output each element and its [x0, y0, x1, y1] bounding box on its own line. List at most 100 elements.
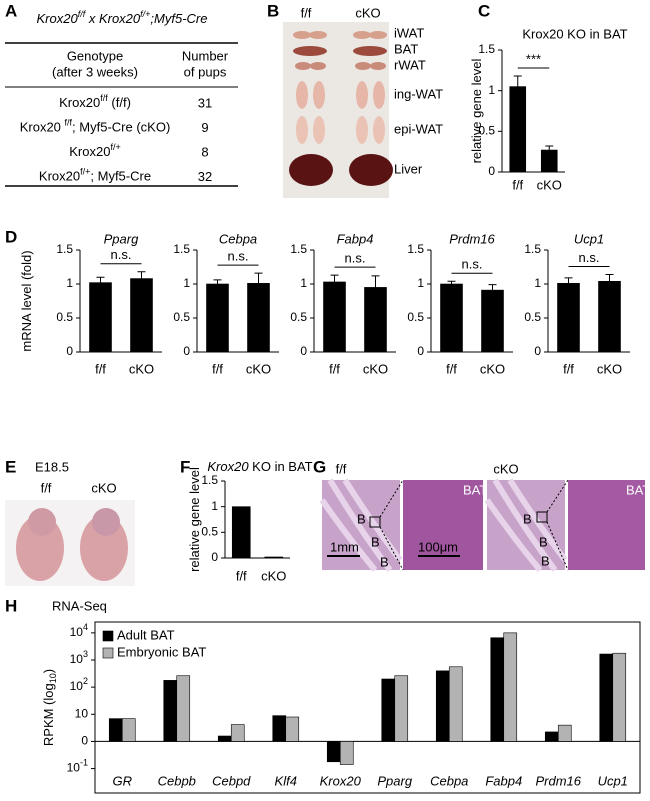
tissue — [353, 46, 387, 56]
bar — [339, 741, 354, 765]
x-tick-label: f/f — [563, 361, 574, 376]
text-part: KO in BAT — [249, 459, 313, 474]
embryo-head — [92, 508, 120, 536]
table-genotype: Krox20f/f (f/f) — [59, 93, 131, 110]
text-part: ;Myf5-Cre — [150, 11, 207, 26]
section-label: RNA-Seq — [52, 598, 107, 613]
error-bar — [513, 75, 522, 87]
panel-letter: E — [5, 457, 16, 476]
bar — [323, 281, 346, 353]
tissue-label: Liver — [394, 161, 423, 176]
text-part: mRNA level (fold) — [19, 250, 34, 351]
table-genotype: Krox20 f/f; Myf5-Cre (cKO) — [20, 118, 171, 135]
y-tick-label: 0.5 — [290, 310, 307, 324]
column-label: cKO — [91, 480, 116, 495]
table-count: 8 — [201, 144, 208, 159]
y-tick-label: 10 — [75, 706, 89, 720]
text-part: 3 — [83, 649, 88, 659]
y-tick-label: 0.5 — [201, 525, 218, 539]
y-tick-label: 0 — [183, 344, 190, 358]
y-tick-label: 1.5 — [407, 242, 424, 256]
tissue — [373, 81, 385, 109]
table-count: 32 — [198, 169, 212, 184]
tissue — [289, 154, 333, 186]
table-header: Number — [182, 48, 229, 63]
tissue — [353, 31, 371, 39]
x-tick-label: Cebpb — [158, 773, 196, 788]
tissue-texture — [319, 478, 403, 572]
x-tick-label: f/f — [329, 361, 340, 376]
tissue — [349, 154, 393, 186]
error-bar — [564, 277, 573, 284]
text-part: Krox20 — [39, 169, 80, 184]
tissue — [293, 31, 311, 39]
bar — [381, 678, 396, 742]
chart-title: Prdm16 — [449, 231, 495, 246]
text-part: 10 — [75, 706, 89, 720]
tissue — [373, 116, 385, 144]
y-tick-label: 0.5 — [407, 310, 424, 324]
bar — [264, 556, 284, 559]
text-part: f/+ — [110, 142, 120, 152]
region-label: B — [380, 554, 389, 569]
error-bar — [447, 280, 456, 284]
bar — [89, 282, 112, 353]
y-tick-label: 104 — [70, 622, 88, 639]
text-part: 10 — [70, 679, 84, 693]
y-axis-label: relative gene level — [469, 58, 484, 163]
bar — [598, 280, 621, 353]
y-tick-label: 1 — [183, 276, 190, 290]
zoom-line — [379, 479, 569, 571]
x-tick-label: cKO — [537, 177, 562, 192]
chart-title: Fabp4 — [337, 231, 374, 246]
stage-label: E18.5 — [35, 459, 69, 474]
x-tick-label: Krox20 — [320, 773, 362, 788]
bar — [503, 632, 518, 742]
tissue — [355, 62, 371, 70]
x-tick-label: Cebpd — [212, 773, 251, 788]
tissue — [356, 81, 368, 109]
text-part: f/f — [65, 118, 73, 128]
significance-label: *** — [526, 51, 541, 66]
y-tick-label: 10-1 — [67, 758, 88, 775]
tissue-texture — [484, 478, 568, 572]
table-header: (after 3 weeks) — [52, 64, 138, 79]
text-part: ) — [41, 669, 56, 673]
tissue-label: BAT — [394, 41, 418, 56]
text-part: Krox20 — [37, 11, 79, 26]
bar — [394, 675, 409, 742]
y-tick-label: 0 — [81, 734, 88, 748]
table-title: Krox20f/f x Krox20f/+;Myf5-Cre — [37, 9, 208, 26]
y-tick-label: 0 — [211, 550, 218, 564]
x-tick-label: f/f — [212, 361, 223, 376]
text-part: 2 — [83, 677, 88, 687]
y-tick-label: 1.5 — [524, 242, 541, 256]
tissue-label: BAT — [463, 482, 487, 497]
x-tick-label: Cebpa — [430, 773, 468, 788]
y-tick-label: 0 — [300, 344, 307, 358]
bar — [326, 741, 341, 763]
table-genotype: Krox20f/+; Myf5-Cre — [39, 167, 151, 184]
bar — [108, 718, 123, 742]
y-tick-label: 1.5 — [290, 242, 307, 256]
significance-label: n.s. — [111, 247, 132, 262]
significance-label: n.s. — [345, 251, 366, 266]
bar — [230, 724, 245, 742]
y-tick-label: 1 — [300, 276, 307, 290]
bar — [121, 718, 136, 742]
embryo-head — [28, 508, 56, 536]
tissue — [295, 62, 311, 70]
histology-image — [568, 480, 645, 570]
text-part: f/f — [100, 93, 108, 103]
tissue-label: iWAT — [394, 25, 424, 40]
y-tick-label: 0 — [534, 344, 541, 358]
y-tick-label: 0.5 — [478, 124, 495, 138]
bar — [176, 675, 191, 742]
y-tick-label: 1.5 — [201, 473, 218, 487]
table-count: 31 — [198, 95, 212, 110]
scale-label: 1mm — [330, 539, 359, 554]
tissue — [310, 62, 326, 70]
error-bar — [488, 284, 497, 291]
y-tick-label: 1 — [66, 276, 73, 290]
